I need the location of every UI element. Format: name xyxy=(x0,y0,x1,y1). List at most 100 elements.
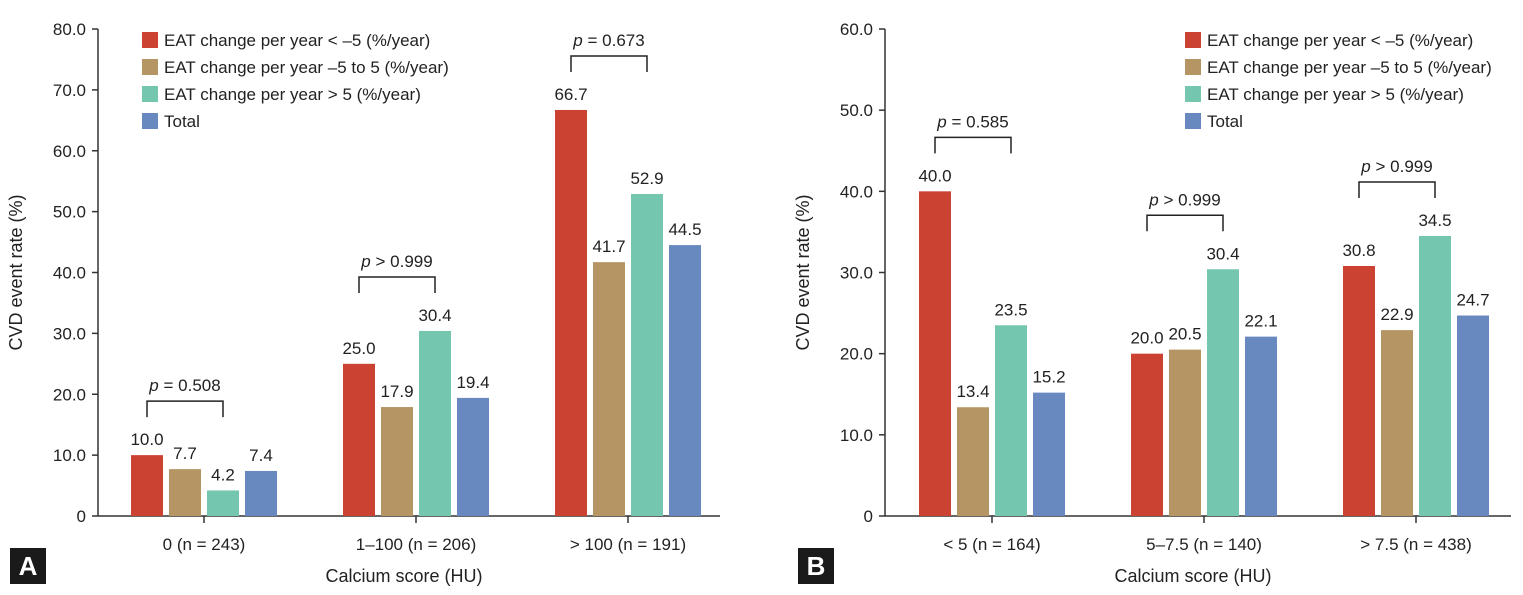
bar-chart-b: 0 10.0 20.0 30.0 40.0 50.0 60.0 CVD event rate … xyxy=(793,20,1511,586)
y-tick-label: 30.0 xyxy=(53,324,86,343)
bar xyxy=(419,330,451,516)
bar xyxy=(169,469,201,516)
bar xyxy=(1131,353,1163,516)
bar-value-label: 24.7 xyxy=(1456,291,1489,310)
panel-label-a: A xyxy=(10,548,46,584)
bar-value-label: 20.0 xyxy=(1130,329,1163,348)
bar-value-label: 23.5 xyxy=(994,300,1027,319)
bar-value-label: 30.4 xyxy=(1206,244,1239,263)
x-tick-label: < 5 (n = 164) xyxy=(943,535,1040,554)
bar-value-label: 7.4 xyxy=(249,446,273,465)
significance-bracket xyxy=(146,400,224,418)
y-tick-label: 50.0 xyxy=(53,203,86,222)
significance-bracket xyxy=(570,55,648,72)
legend-label: EAT change per year –5 to 5 (%/year) xyxy=(1207,58,1492,77)
bar-value-label: 44.5 xyxy=(668,220,701,239)
legend-label: Total xyxy=(1207,112,1243,131)
y-tick-label: 20.0 xyxy=(53,385,86,404)
y-tick-label: 40.0 xyxy=(840,182,873,201)
bar xyxy=(919,191,951,517)
p-value-label: p > 0.999 xyxy=(1148,190,1220,209)
bar xyxy=(457,397,489,516)
bar-value-label: 34.5 xyxy=(1418,211,1451,230)
significance-bracket xyxy=(1358,181,1436,198)
bar-value-label: 22.1 xyxy=(1244,312,1277,331)
bar xyxy=(631,193,663,516)
bar-value-label: 17.9 xyxy=(380,382,413,401)
bar-value-label: 22.9 xyxy=(1380,305,1413,324)
bar-value-label: 4.2 xyxy=(211,465,235,484)
p-value-label: p = 0.673 xyxy=(572,31,644,50)
y-tick-label: 60.0 xyxy=(53,142,86,161)
y-axis-label: CVD event rate (%) xyxy=(6,194,26,350)
bar-value-label: 20.5 xyxy=(1168,325,1201,344)
bar xyxy=(1457,315,1489,516)
x-axis-label: Calcium score (HU) xyxy=(325,566,482,586)
legend-label: EAT change per year < –5 (%/year) xyxy=(1207,31,1473,50)
legend-swatch xyxy=(142,59,158,75)
y-tick-label: 0 xyxy=(864,507,873,526)
y-tick-label: 10.0 xyxy=(840,426,873,445)
chart-panel-b: 0 10.0 20.0 30.0 40.0 50.0 60.0 CVD event rate … xyxy=(763,0,1523,595)
x-tick-label: 5–7.5 (n = 140) xyxy=(1146,535,1262,554)
bar xyxy=(995,325,1027,516)
bar xyxy=(381,407,413,516)
panel-label-b: B xyxy=(798,548,834,584)
bar-value-label: 13.4 xyxy=(956,382,989,401)
bar-value-label: 52.9 xyxy=(630,169,663,188)
legend-label: EAT change per year > 5 (%/year) xyxy=(1207,85,1464,104)
legend-swatch xyxy=(142,32,158,48)
bar xyxy=(593,262,625,516)
bar xyxy=(343,363,375,516)
y-axis-label: CVD event rate (%) xyxy=(793,194,813,350)
bar xyxy=(1245,336,1277,516)
x-tick-label: 0 (n = 243) xyxy=(163,535,246,554)
y-tick-label: 80.0 xyxy=(53,20,86,39)
bar xyxy=(1207,269,1239,516)
y-tick-label: 20.0 xyxy=(840,345,873,364)
legend-label: Total xyxy=(164,112,200,131)
bar-value-label: 30.4 xyxy=(418,306,451,325)
x-tick-label: > 7.5 (n = 438) xyxy=(1360,535,1472,554)
bar-value-label: 15.2 xyxy=(1032,368,1065,387)
bar-value-label: 10.0 xyxy=(130,430,163,449)
legend-swatch xyxy=(1185,86,1201,102)
bar xyxy=(1033,392,1065,516)
chart-panel-a: 0 10.0 20.0 30.0 40.0 50.0 60.0 70.0 80.0 CVD eve… xyxy=(0,0,760,595)
bar-chart-a: 0 10.0 20.0 30.0 40.0 50.0 60.0 70.0 80.0 CVD eve… xyxy=(6,20,720,586)
p-value-label: p = 0.508 xyxy=(148,376,220,395)
y-tick-label: 70.0 xyxy=(53,81,86,100)
bar-value-label: 25.0 xyxy=(342,339,375,358)
bar-value-label: 41.7 xyxy=(592,237,625,256)
bar-value-label: 66.7 xyxy=(554,85,587,104)
x-axis-label: Calcium score (HU) xyxy=(1114,566,1271,586)
legend-swatch xyxy=(142,113,158,129)
legend-swatch xyxy=(142,86,158,102)
x-tick-label: 1–100 (n = 206) xyxy=(356,535,477,554)
bar-value-label: 7.7 xyxy=(173,444,197,463)
y-tick-label: 40.0 xyxy=(53,264,86,283)
bar xyxy=(245,470,277,516)
legend-label: EAT change per year –5 to 5 (%/year) xyxy=(164,58,449,77)
bar xyxy=(957,407,989,516)
y-tick-label: 30.0 xyxy=(840,264,873,283)
p-value-label: p > 0.999 xyxy=(360,252,432,271)
bar xyxy=(1343,266,1375,516)
bar-value-label: 19.4 xyxy=(456,373,489,392)
x-tick-label: > 100 (n = 191) xyxy=(570,535,686,554)
legend-label: EAT change per year > 5 (%/year) xyxy=(164,85,421,104)
bar xyxy=(131,455,163,516)
bar xyxy=(1169,349,1201,516)
significance-bracket xyxy=(934,136,1012,154)
bar-value-label: 40.0 xyxy=(918,166,951,185)
bar xyxy=(555,109,587,517)
bar xyxy=(1419,235,1451,516)
legend-label: EAT change per year < –5 (%/year) xyxy=(164,31,430,50)
bar xyxy=(669,245,701,516)
y-tick-label: 60.0 xyxy=(840,20,873,39)
y-tick-label: 10.0 xyxy=(53,446,86,465)
bar-value-label: 30.8 xyxy=(1342,241,1375,260)
y-tick-label: 50.0 xyxy=(840,101,873,120)
y-tick-label: 0 xyxy=(77,507,86,526)
significance-bracket xyxy=(1146,214,1224,232)
